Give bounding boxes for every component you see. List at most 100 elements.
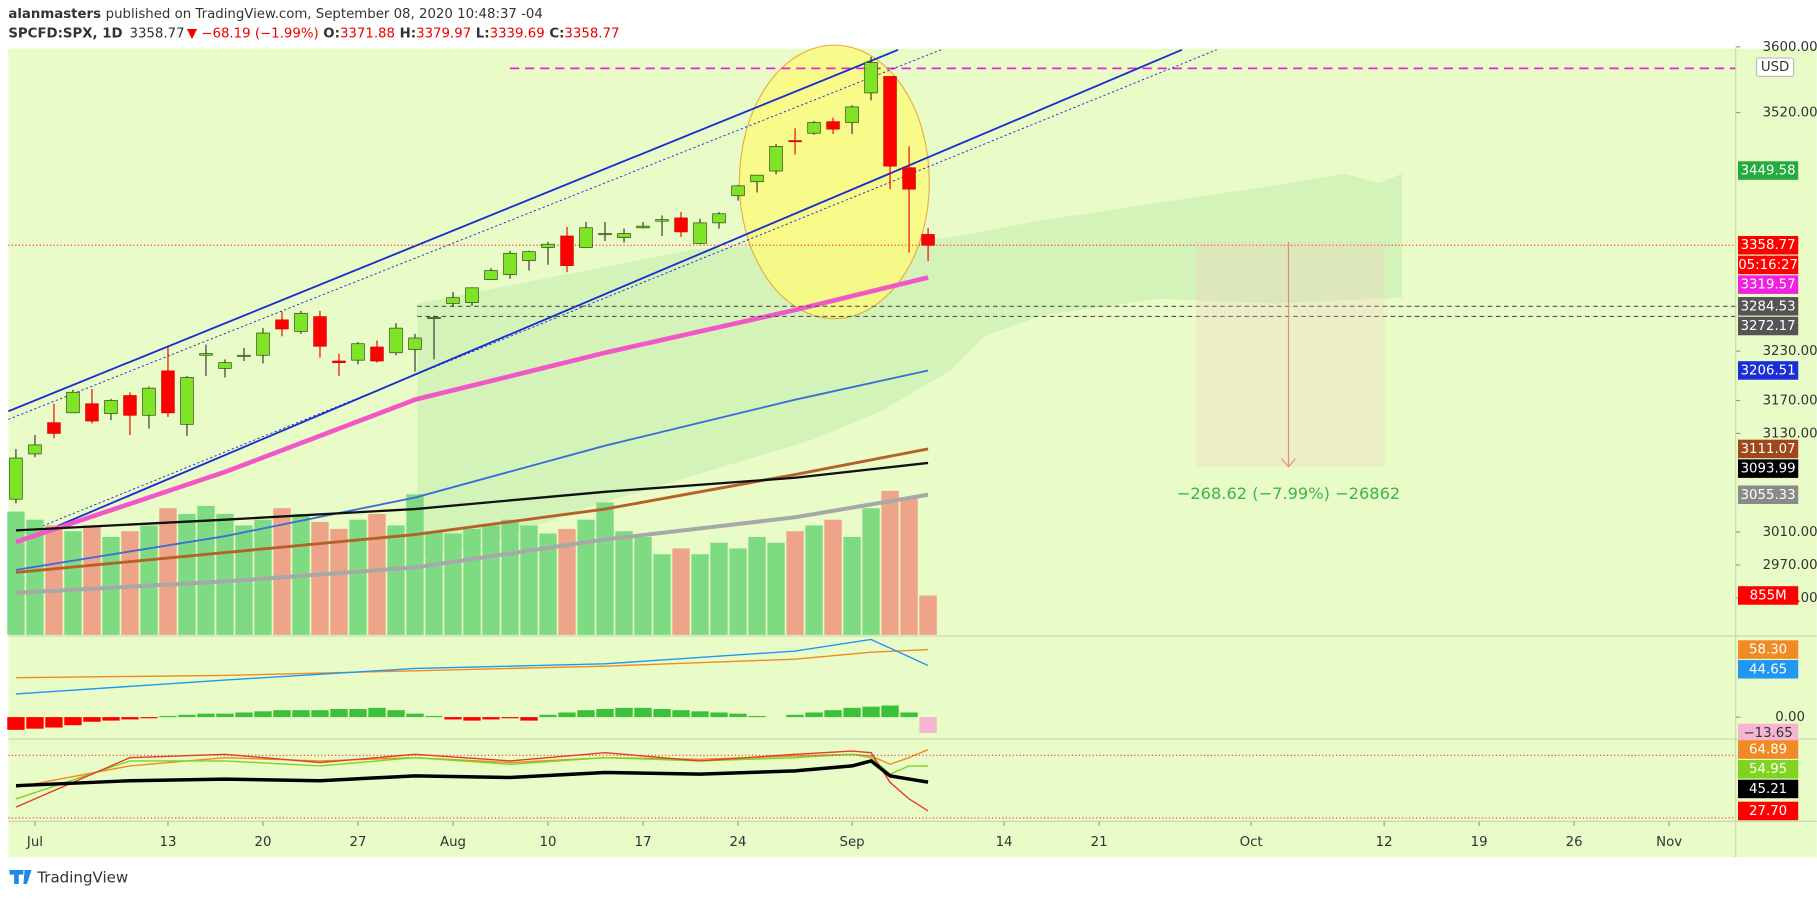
volume-bar — [463, 528, 481, 635]
x-tick-label: 19 — [1471, 835, 1488, 850]
price-tag — [1737, 255, 1799, 275]
x-tick-label: 26 — [1566, 835, 1583, 850]
candle-body — [218, 362, 232, 369]
volume-bar — [83, 525, 101, 635]
candle-body — [85, 403, 99, 422]
histogram-bar — [7, 717, 25, 730]
histogram-bar — [444, 717, 462, 720]
histogram-bar — [368, 707, 386, 718]
histogram-bar — [919, 717, 937, 733]
volume-bar — [330, 528, 348, 635]
header-line: alanmasters published on TradingView.com,… — [8, 7, 543, 22]
candle-body — [66, 391, 80, 414]
volume-bar — [786, 531, 804, 635]
volume-bar — [710, 542, 728, 635]
candle-body — [28, 444, 42, 455]
volume-bar — [64, 531, 82, 635]
histogram-bar — [577, 710, 595, 718]
y-tick-label: 3010.00 — [1763, 525, 1817, 540]
histogram-bar — [254, 711, 272, 718]
change: ▼ −68.19 (−1.99%) — [187, 27, 319, 42]
measure-box — [1195, 242, 1385, 467]
x-tick-label: Oct — [1240, 835, 1263, 850]
y-tick-label: 0.00 — [1775, 710, 1805, 725]
volume-bar — [368, 513, 386, 635]
price-tag-label: 855M — [1750, 588, 1787, 603]
candle-body — [503, 252, 517, 276]
candle-body — [427, 317, 441, 319]
price-tag-label: 3111.07 — [1741, 442, 1796, 457]
histogram-bar — [691, 711, 709, 718]
volume-bar — [691, 554, 709, 635]
price-tag — [1737, 740, 1799, 759]
volume-bar — [729, 548, 747, 635]
volume-bar — [216, 513, 234, 635]
price-tag-label: 3093.99 — [1741, 462, 1796, 477]
volume-bar — [843, 536, 861, 635]
x-tick-label: Jul — [26, 835, 43, 850]
measure-label: −268.62 (−7.99%) −26862 — [1177, 484, 1400, 503]
histogram-bar — [216, 713, 234, 718]
price-tag-label: 3449.58 — [1741, 164, 1796, 179]
price-tag-label: 3206.51 — [1741, 363, 1796, 378]
histogram-bar — [900, 712, 918, 718]
histogram-bar — [710, 712, 728, 718]
ohlc-key: L: — [476, 27, 490, 42]
candle-body — [636, 225, 650, 229]
candle-body — [731, 185, 745, 197]
indicator-line — [15, 648, 929, 679]
volume-bar — [615, 531, 633, 635]
candle-body — [826, 121, 840, 130]
price-tag — [1737, 439, 1799, 459]
moving-average — [15, 461, 929, 532]
volume-bar — [45, 525, 63, 635]
measure-arrowhead — [1281, 458, 1296, 468]
candle-body — [294, 312, 308, 332]
histogram-bar — [729, 713, 747, 718]
channel-line — [8, 49, 942, 420]
x-tick-label: 21 — [1091, 835, 1108, 850]
volume-bar — [140, 525, 158, 635]
candle-body — [237, 354, 251, 357]
symbol: SPCFD:SPX, 1D — [8, 27, 122, 42]
ohlc-key: O: — [323, 27, 340, 42]
price-tag-label: 3055.33 — [1741, 488, 1796, 503]
y-tick-label: 3130.00 — [1763, 426, 1817, 441]
volume-bar — [672, 548, 690, 635]
histogram-bar — [558, 712, 576, 718]
volume-bar — [197, 505, 215, 635]
volume-bar — [805, 525, 823, 635]
candle-body — [9, 457, 23, 500]
x-tick-label: 12 — [1376, 835, 1393, 850]
volume-bar — [881, 490, 899, 635]
candle-body — [769, 146, 783, 172]
candle-body — [104, 400, 118, 414]
histogram-bar — [102, 717, 120, 721]
histogram-bar — [805, 712, 823, 718]
last: 3358.77 — [129, 27, 184, 42]
histogram-bar — [862, 706, 880, 718]
price-tag-label: 27.70 — [1749, 804, 1787, 819]
candle-body — [617, 233, 631, 239]
histogram-bar — [292, 710, 310, 718]
candle-body — [123, 395, 137, 416]
price-tag — [1737, 660, 1799, 679]
ohlc-value: 3371.88 — [340, 27, 395, 42]
candle-body — [883, 76, 897, 167]
histogram-bar — [824, 710, 842, 718]
volume-bar — [425, 531, 443, 635]
histogram-bar — [786, 714, 804, 718]
candle-body — [370, 346, 384, 362]
channel-line — [7, 48, 899, 413]
candle-body — [142, 387, 156, 416]
price-tag-label: −13.65 — [1743, 726, 1792, 741]
histogram-bar — [881, 705, 899, 718]
histogram-bar — [615, 707, 633, 718]
price-tag — [1737, 235, 1799, 255]
candle-body — [655, 219, 669, 222]
volume-bar — [596, 502, 614, 635]
volume-bar — [862, 508, 880, 635]
highlight-ellipse — [738, 44, 930, 320]
candle-body — [750, 174, 764, 183]
